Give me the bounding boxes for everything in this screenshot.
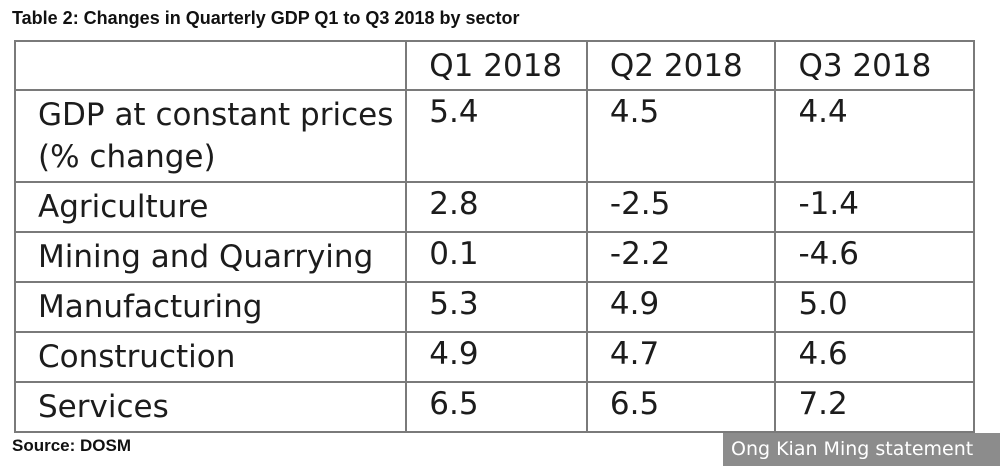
- table-row: Mining and Quarrying 0.1 -2.2 -4.6: [13, 231, 975, 283]
- table-row: Services 6.5 6.5 7.2: [13, 381, 975, 433]
- cell-value: 6.5: [585, 381, 777, 433]
- table-row: Agriculture 2.8 -2.5 -1.4: [13, 181, 975, 233]
- cell-value: 4.9: [405, 331, 588, 383]
- cell-value: -2.5: [585, 181, 777, 233]
- cell-value: -2.2: [585, 231, 777, 283]
- table-header-row: Q1 2018 Q2 2018 Q3 2018: [13, 40, 975, 91]
- cell-value: 0.1: [405, 231, 588, 283]
- table-row: Construction 4.9 4.7 4.6: [13, 331, 975, 383]
- cell-value: 6.5: [405, 381, 588, 433]
- cell-value: 7.2: [774, 381, 975, 433]
- table-row: GDP at constant prices (% change) 5.4 4.…: [13, 89, 975, 183]
- row-label: Mining and Quarrying: [13, 231, 408, 283]
- table-row: Manufacturing 5.3 4.9 5.0: [13, 281, 975, 333]
- cell-value: -1.4: [774, 181, 975, 233]
- cell-value: 4.4: [774, 89, 975, 183]
- row-label: Services: [13, 381, 408, 433]
- row-label: Agriculture: [13, 181, 408, 233]
- table-caption: Table 2: Changes in Quarterly GDP Q1 to …: [12, 8, 520, 28]
- row-label: Construction: [13, 331, 408, 383]
- header-q1-2018: Q1 2018: [405, 40, 588, 91]
- cell-value: 4.5: [585, 89, 777, 183]
- header-q2-2018: Q2 2018: [585, 40, 777, 91]
- row-label: GDP at constant prices (% change): [13, 89, 408, 183]
- header-sector: [13, 40, 408, 91]
- row-label: Manufacturing: [13, 281, 408, 333]
- gdp-table: Q1 2018 Q2 2018 Q3 2018 GDP at constant …: [13, 40, 975, 433]
- cell-value: 5.3: [405, 281, 588, 333]
- credit-watermark: Ong Kian Ming statement: [723, 433, 1000, 466]
- cell-value: 4.7: [585, 331, 777, 383]
- cell-value: 5.4: [405, 89, 588, 183]
- cell-value: 5.0: [774, 281, 975, 333]
- header-q3-2018: Q3 2018: [774, 40, 975, 91]
- cell-value: 4.9: [585, 281, 777, 333]
- source-note: Source: DOSM: [12, 436, 132, 455]
- cell-value: 2.8: [405, 181, 588, 233]
- cell-value: 4.6: [774, 331, 975, 383]
- cell-value: -4.6: [774, 231, 975, 283]
